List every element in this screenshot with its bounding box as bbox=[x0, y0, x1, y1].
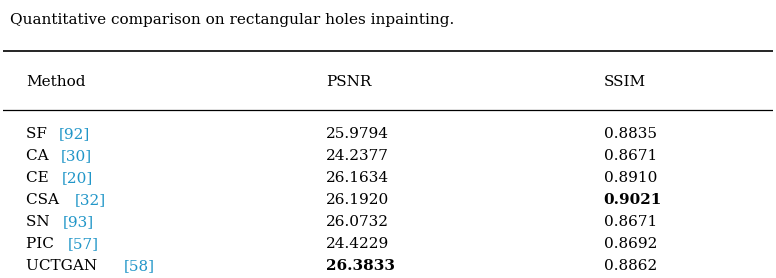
Text: 0.9021: 0.9021 bbox=[604, 193, 662, 207]
Text: CSA: CSA bbox=[26, 193, 64, 207]
Text: 0.8835: 0.8835 bbox=[604, 127, 656, 141]
Text: UCTGAN: UCTGAN bbox=[26, 259, 102, 273]
Text: [30]: [30] bbox=[61, 149, 92, 163]
Text: 26.1920: 26.1920 bbox=[327, 193, 390, 207]
Text: CA: CA bbox=[26, 149, 54, 163]
Text: 25.9794: 25.9794 bbox=[327, 127, 390, 141]
Text: 0.8671: 0.8671 bbox=[604, 215, 657, 229]
Text: [92]: [92] bbox=[59, 127, 90, 141]
Text: [93]: [93] bbox=[62, 215, 94, 229]
Text: SF: SF bbox=[26, 127, 52, 141]
Text: Method: Method bbox=[26, 75, 85, 89]
Text: 0.8862: 0.8862 bbox=[604, 259, 657, 273]
Text: [57]: [57] bbox=[68, 237, 99, 251]
Text: 24.2377: 24.2377 bbox=[327, 149, 390, 163]
Text: SSIM: SSIM bbox=[604, 75, 646, 89]
Text: [32]: [32] bbox=[74, 193, 106, 207]
Text: 0.8692: 0.8692 bbox=[604, 237, 657, 251]
Text: 26.0732: 26.0732 bbox=[327, 215, 390, 229]
Text: CE: CE bbox=[26, 171, 54, 185]
Text: SN: SN bbox=[26, 215, 54, 229]
Text: PIC: PIC bbox=[26, 237, 59, 251]
Text: [58]: [58] bbox=[123, 259, 154, 273]
Text: 0.8910: 0.8910 bbox=[604, 171, 657, 185]
Text: Quantitative comparison on rectangular holes inpainting.: Quantitative comparison on rectangular h… bbox=[11, 14, 455, 28]
Text: 26.1634: 26.1634 bbox=[327, 171, 390, 185]
Text: 24.4229: 24.4229 bbox=[327, 237, 390, 251]
Text: PSNR: PSNR bbox=[327, 75, 372, 89]
Text: [20]: [20] bbox=[61, 171, 92, 185]
Text: 0.8671: 0.8671 bbox=[604, 149, 657, 163]
Text: 26.3833: 26.3833 bbox=[327, 259, 395, 273]
